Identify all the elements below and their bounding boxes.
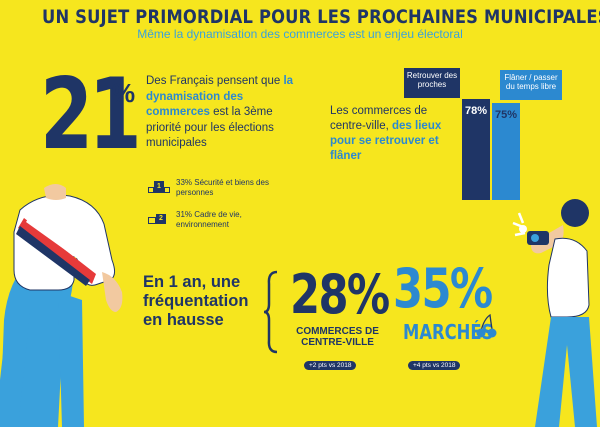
bar-label-retrouver: Retrouver des proches	[404, 68, 460, 98]
man-with-sash-illustration	[0, 184, 123, 427]
freq-marches-delta: +4 pts vs 2018	[408, 361, 461, 370]
brace-icon	[263, 270, 278, 354]
podium-2-icon: 2	[148, 212, 170, 224]
page-subtitle: Même la dynamisation des commerces est u…	[137, 27, 463, 41]
priority-text-highlight: la dynamisation des commerces	[146, 75, 294, 118]
frequentation-heading: En 1 an, une fréquentation en hausse	[143, 273, 249, 329]
center-ville-text-highlight: des lieux pour se retrouver et flâner	[330, 120, 442, 162]
freq-centre-label: COMMERCES DE CENTRE-VILLE	[296, 326, 379, 348]
rank-2-text: 31% Cadre de vie, environnement	[176, 210, 242, 229]
priority-text-before: Des Français pensent que	[146, 75, 281, 87]
freq-centre-delta: +2 pts vs 2018	[304, 361, 357, 370]
priority-text: Des Français pensent que la dynamisation…	[146, 74, 306, 152]
bar-value-retrouver: 78%	[464, 104, 488, 117]
freq-centre-value: 28%	[290, 263, 390, 326]
podium-1-icon: 1	[148, 181, 170, 193]
bar-flaner	[492, 102, 520, 200]
page-title: UN SUJET PRIMORDIAL POUR LES PROCHAINES …	[42, 6, 600, 28]
rank-1-text: 33% Sécurité et biens des personnes	[176, 178, 269, 197]
center-ville-text-plain: Les commerces de centre-ville,	[330, 105, 428, 132]
center-ville-text: Les commerces de centre-ville, des lieux…	[330, 104, 455, 164]
woman-with-camera-illustration	[512, 199, 597, 427]
priority-text-after: est la 3ème priorité pour les élections …	[146, 106, 274, 149]
freq-marches-value: 35%	[393, 257, 493, 320]
bar-label-flaner: Flâner / passer du temps libre	[500, 70, 562, 100]
bar-value-flaner: 75%	[494, 108, 518, 121]
cherries-icon	[476, 313, 497, 338]
priority-big-value: 21	[40, 58, 142, 172]
priority-percent-sign: %	[112, 78, 136, 108]
bar-retrouver	[462, 98, 490, 200]
